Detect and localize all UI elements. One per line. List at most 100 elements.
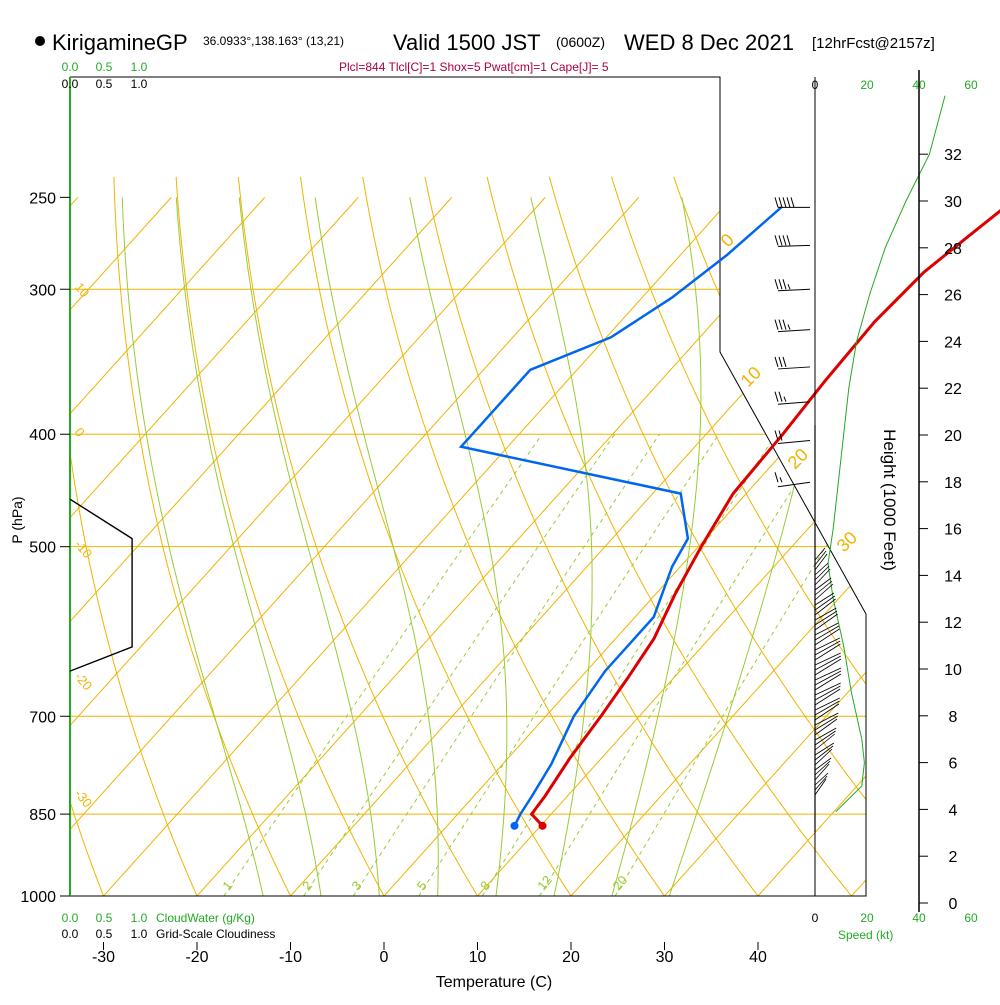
mixing-ratio-label: 3	[348, 878, 364, 893]
pressure-tick-label: 850	[29, 807, 56, 824]
height-tick-label: 20	[944, 428, 962, 445]
cloudiness-label: Grid-Scale Cloudiness	[156, 927, 275, 941]
wind-barb-flag	[775, 357, 778, 367]
station-name: KirigamineGP	[52, 30, 188, 55]
height-tick-label: 16	[944, 522, 962, 539]
height-tick-label: 0	[949, 896, 958, 913]
dry-adiabat-line	[0, 177, 19, 921]
wind-barb-lower	[815, 764, 829, 780]
mixing-ratio-line	[419, 434, 719, 896]
wind-barb-shaft	[778, 289, 810, 291]
pressure-tick-label: 1000	[20, 889, 56, 906]
height-tick-label: 30	[944, 194, 962, 211]
wind-barb	[775, 320, 810, 332]
dry-adiabat-label: 10	[72, 280, 93, 301]
wind-barb	[775, 392, 810, 405]
pressure-tick-label: 300	[29, 282, 56, 299]
speed-bottom-tick-label: 20	[860, 911, 874, 925]
mixing-ratio-line	[353, 434, 659, 896]
cloudwater-top-tick-label: 0.5	[96, 60, 113, 74]
wind-barb-half-flag	[780, 477, 782, 482]
speed-axis-label: Speed (kt)	[838, 928, 893, 942]
cloudiness-bottom-tick-label: 0.5	[96, 927, 113, 941]
wind-barb-flag	[775, 472, 778, 482]
speed-bottom-tick-label: 0	[812, 911, 819, 925]
cloud-axes: 0.00.00.00.00.50.50.50.51.01.01.01.0	[62, 60, 148, 941]
wind-barb-shaft	[778, 330, 810, 332]
wind-barb-lower	[815, 644, 840, 660]
dry-adiabat-line	[301, 177, 588, 921]
moist-adiabat-label: 20	[784, 445, 812, 473]
mixing-ratio-line	[304, 434, 615, 896]
wind-barb	[775, 197, 810, 207]
wind-barb-flag	[783, 279, 786, 289]
temperature-tick-label: 0	[380, 949, 389, 966]
moist-adiabat-line	[122, 197, 268, 920]
zulu-time: (0600Z)	[556, 34, 605, 50]
valid-time: Valid 1500 JST	[393, 30, 541, 55]
height-tick-label: 8	[949, 709, 958, 726]
moist-adiabat-line	[410, 197, 507, 920]
height-tick-label: 4	[949, 802, 958, 819]
station-coords: 36.0933°,138.163° (13,21)	[203, 34, 344, 48]
temperature-tick-label: -10	[279, 949, 302, 966]
height-tick-label: 28	[944, 241, 962, 258]
moist-adiabat-line	[605, 197, 701, 920]
cloudwater-label: CloudWater (g/Kg)	[156, 911, 255, 925]
moist-adiabat-label: 10	[737, 363, 765, 391]
dry-adiabat-line	[114, 177, 303, 921]
wind-barb-lower	[815, 629, 839, 645]
dry-adiabat-label: -10	[72, 537, 96, 561]
dry-adiabat-label: -30	[72, 786, 96, 810]
y-axis-label: P (hPa)	[9, 496, 25, 543]
wind-barb-flag	[787, 197, 790, 207]
height-tick-label: 32	[944, 147, 962, 164]
moist-adiabat-line	[531, 197, 592, 920]
height-axis-label: Height (1000 Feet)	[880, 429, 899, 571]
wind-barb-flag	[783, 235, 786, 245]
mixing-ratio-label: 1	[219, 878, 235, 893]
dry-adiabat-line	[425, 177, 777, 921]
wind-barb-lower	[815, 734, 835, 750]
header: KirigamineGP 36.0933°,138.163° (13,21) V…	[35, 30, 935, 74]
moist-adiabat-line	[315, 197, 438, 920]
dewpoint-line	[461, 207, 781, 826]
wind-barb	[775, 279, 810, 291]
wind-barb-half-flag	[784, 397, 786, 402]
wind-barb-lower	[815, 554, 827, 570]
cloudwater-bottom-tick-label: 1.0	[131, 911, 148, 925]
wind-barb-flag	[775, 197, 778, 207]
dewpoint-surface-dot	[510, 822, 518, 830]
moist-adiabat-label: 30	[833, 528, 861, 556]
height-tick-label: 22	[944, 381, 962, 398]
stability-indices: Plcl=844 Tlcl[C]=1 Shox=5 Pwat[cm]=1 Cap…	[339, 60, 609, 74]
dry-adiabat-label: 0	[72, 425, 88, 440]
cloudwater-top-tick-label: 0.0	[62, 60, 79, 74]
wind-barb-shaft	[778, 245, 810, 246]
wind-barb-flag	[779, 320, 782, 330]
plot-frame-line	[70, 77, 866, 896]
wind-barb-flag	[775, 392, 778, 402]
dry-adiabat-line	[612, 177, 1000, 921]
wind-barb-flag	[783, 357, 786, 367]
temperature-tick-label: -30	[92, 949, 115, 966]
height-tick-label: 24	[944, 334, 962, 351]
mixing-ratio-line	[540, 434, 828, 896]
wind-barb	[775, 235, 810, 246]
wind-barb-shaft	[778, 440, 810, 443]
mixing-ratio-label: 20	[609, 872, 630, 893]
wind-barb-lower	[815, 779, 826, 795]
temperature-surface-dot	[539, 822, 547, 830]
height-tick-label: 18	[944, 475, 962, 492]
wind-barb-flag	[775, 235, 778, 245]
cloudiness-top-tick-label: 1.0	[131, 77, 148, 91]
wind-barb-lower	[815, 584, 833, 600]
wind-barb-flag	[791, 197, 794, 207]
dry-adiabat-line	[0, 177, 113, 921]
dry-adiabat-label: -20	[72, 669, 96, 693]
wind-barb	[775, 357, 810, 369]
